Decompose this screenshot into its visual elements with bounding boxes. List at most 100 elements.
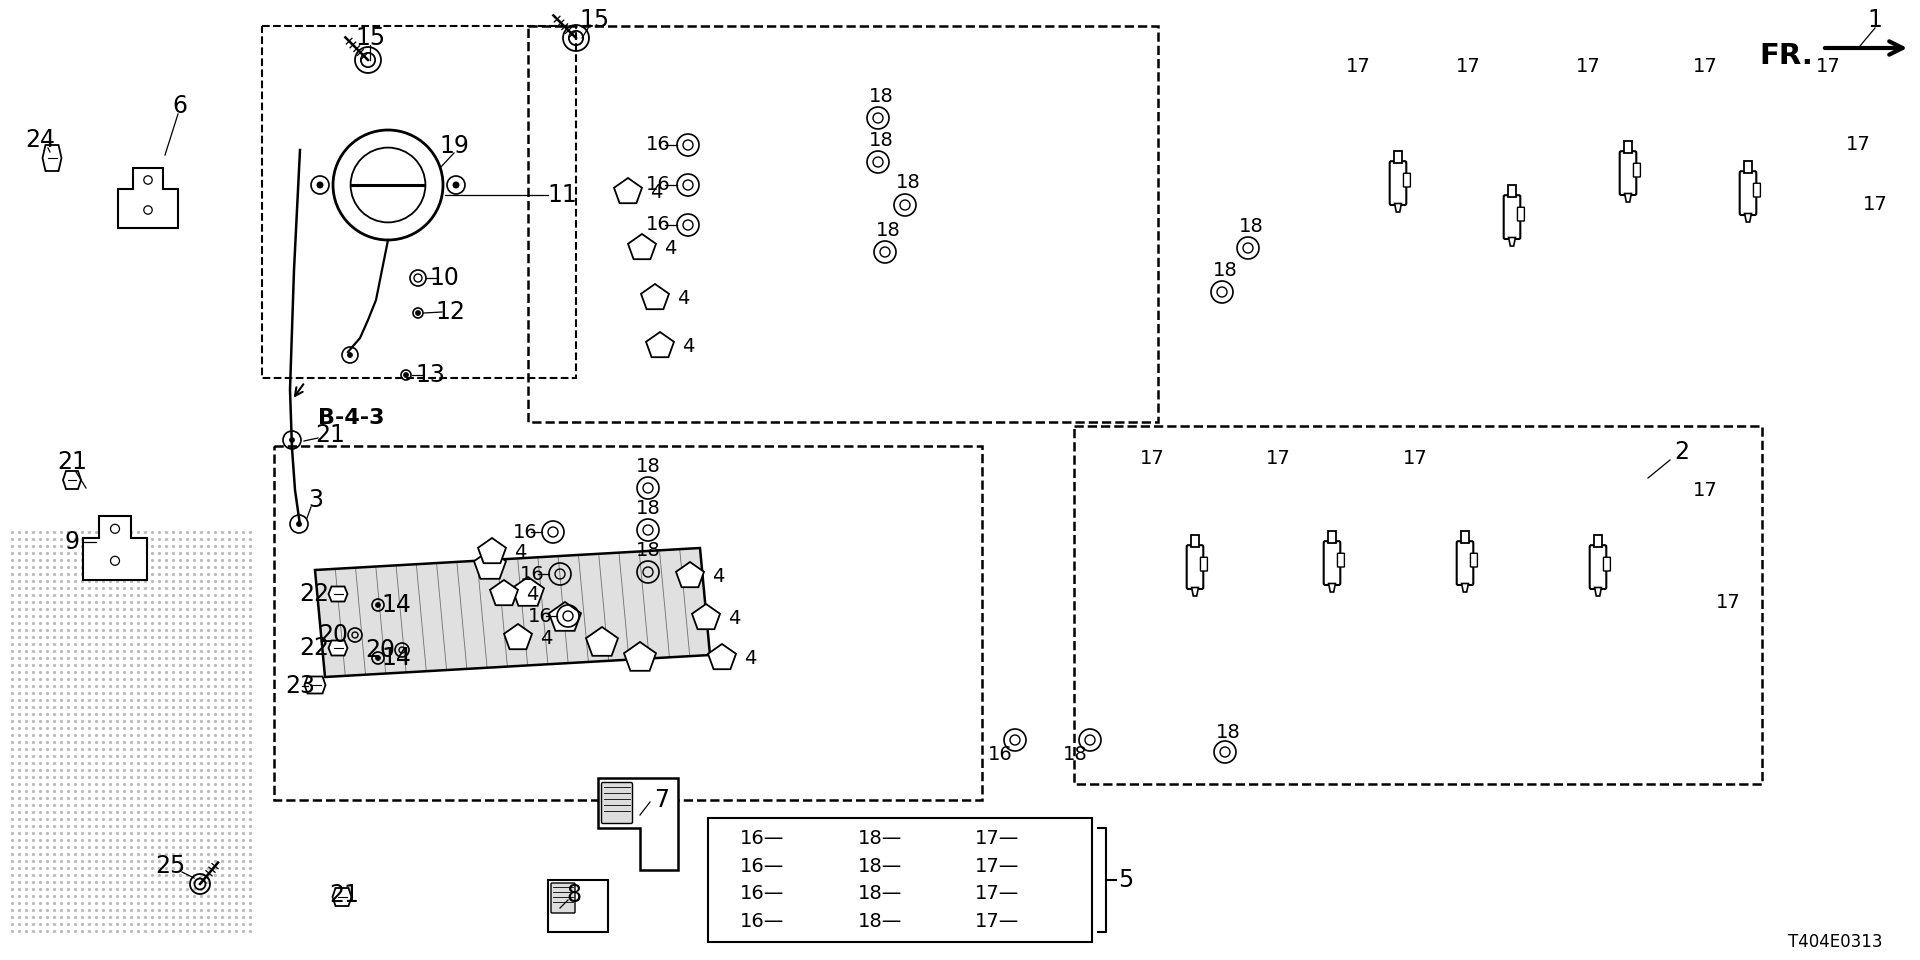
Polygon shape — [1190, 535, 1200, 546]
Text: 8: 8 — [566, 883, 582, 907]
Polygon shape — [624, 642, 657, 671]
FancyBboxPatch shape — [1390, 161, 1405, 205]
Text: 4: 4 — [712, 566, 724, 586]
Text: 11: 11 — [547, 183, 576, 207]
Text: 18: 18 — [636, 457, 660, 475]
Text: 18—: 18— — [858, 912, 902, 931]
Circle shape — [376, 603, 380, 608]
Text: 4: 4 — [540, 629, 553, 647]
Text: 17—: 17— — [975, 884, 1020, 903]
Text: 24: 24 — [25, 128, 56, 152]
Text: 15: 15 — [580, 8, 609, 32]
Polygon shape — [478, 538, 507, 564]
Text: 21: 21 — [58, 450, 86, 474]
Text: 19: 19 — [440, 134, 468, 158]
Text: 17: 17 — [1693, 481, 1716, 499]
Text: 14: 14 — [380, 646, 411, 670]
Polygon shape — [1461, 584, 1469, 592]
Polygon shape — [315, 548, 710, 677]
Text: B-4-3: B-4-3 — [319, 408, 384, 428]
Polygon shape — [547, 880, 609, 932]
Polygon shape — [1624, 141, 1632, 153]
Polygon shape — [645, 332, 674, 357]
Polygon shape — [1509, 237, 1515, 246]
Text: 6: 6 — [173, 94, 188, 118]
FancyBboxPatch shape — [1338, 553, 1344, 567]
Text: 20: 20 — [319, 623, 348, 647]
Polygon shape — [328, 587, 348, 602]
Text: FR.: FR. — [1759, 42, 1812, 70]
Text: 18—: 18— — [858, 884, 902, 903]
Polygon shape — [1507, 184, 1517, 197]
Text: 23: 23 — [284, 674, 315, 698]
Text: 25: 25 — [156, 854, 184, 878]
FancyBboxPatch shape — [601, 782, 632, 824]
Polygon shape — [1594, 535, 1603, 546]
Circle shape — [453, 181, 459, 188]
Polygon shape — [628, 234, 657, 259]
Circle shape — [415, 310, 420, 316]
Polygon shape — [597, 778, 678, 870]
Polygon shape — [708, 644, 735, 669]
Text: 16: 16 — [645, 215, 670, 234]
Polygon shape — [474, 550, 507, 579]
Polygon shape — [490, 580, 518, 605]
Polygon shape — [1394, 151, 1402, 162]
Text: 18: 18 — [636, 540, 660, 560]
Polygon shape — [641, 284, 668, 309]
Circle shape — [376, 656, 380, 660]
Text: 22: 22 — [300, 582, 328, 606]
Text: 3: 3 — [309, 488, 323, 512]
Text: 17: 17 — [1816, 57, 1841, 76]
FancyBboxPatch shape — [1457, 541, 1473, 585]
Text: 9: 9 — [65, 530, 79, 554]
Text: 4: 4 — [743, 649, 756, 667]
FancyBboxPatch shape — [1517, 207, 1524, 221]
Text: 16: 16 — [520, 564, 545, 584]
FancyBboxPatch shape — [1634, 163, 1640, 177]
Text: 18: 18 — [868, 86, 893, 106]
Text: 10: 10 — [428, 266, 459, 290]
Text: 18: 18 — [636, 498, 660, 517]
Text: 4: 4 — [682, 337, 695, 355]
Text: 12: 12 — [436, 300, 465, 324]
Polygon shape — [305, 677, 326, 693]
Text: 16—: 16— — [739, 884, 785, 903]
Text: 17: 17 — [1404, 448, 1427, 468]
Text: 18: 18 — [876, 221, 900, 239]
Polygon shape — [503, 624, 532, 649]
Text: 17: 17 — [1576, 57, 1601, 76]
Text: 21: 21 — [328, 883, 359, 907]
Circle shape — [317, 181, 323, 188]
FancyBboxPatch shape — [1187, 545, 1204, 589]
Text: 7: 7 — [655, 788, 670, 812]
Text: 16: 16 — [513, 522, 538, 541]
Text: 16—: 16— — [739, 912, 785, 931]
FancyBboxPatch shape — [1503, 195, 1521, 239]
Polygon shape — [614, 178, 641, 204]
FancyBboxPatch shape — [708, 818, 1092, 942]
Polygon shape — [328, 640, 348, 656]
Text: 4: 4 — [649, 182, 662, 202]
Text: 16—: 16— — [739, 856, 785, 876]
FancyBboxPatch shape — [1753, 183, 1761, 197]
Text: 18—: 18— — [858, 828, 902, 848]
Circle shape — [348, 352, 353, 357]
Polygon shape — [586, 627, 618, 656]
Text: 17: 17 — [1346, 57, 1371, 76]
Text: 18: 18 — [1062, 746, 1087, 764]
Text: 17—: 17— — [975, 912, 1020, 931]
Polygon shape — [63, 471, 81, 489]
Polygon shape — [1394, 204, 1402, 212]
Text: 5: 5 — [1117, 868, 1133, 892]
Text: T404E0313: T404E0313 — [1788, 933, 1882, 951]
Polygon shape — [1743, 160, 1753, 173]
Text: 18—: 18— — [858, 856, 902, 876]
Polygon shape — [1329, 584, 1336, 592]
Polygon shape — [42, 145, 61, 171]
FancyBboxPatch shape — [1620, 152, 1636, 195]
Polygon shape — [1624, 194, 1632, 202]
Text: 2: 2 — [1674, 440, 1690, 464]
Text: 16: 16 — [987, 746, 1012, 764]
Polygon shape — [549, 602, 582, 631]
